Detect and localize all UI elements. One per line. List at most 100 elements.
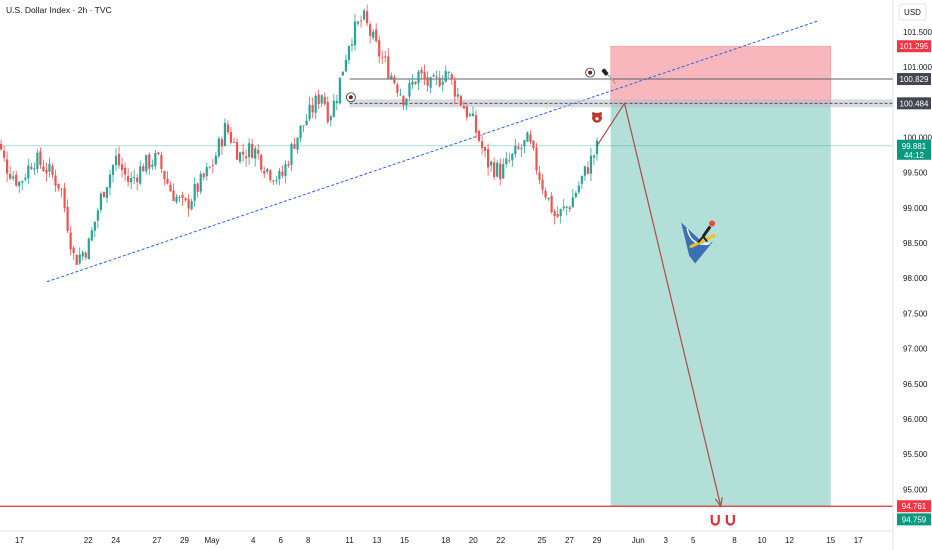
- candle-body: [450, 74, 453, 80]
- time-tick-label: 8: [732, 536, 737, 545]
- candle-body: [553, 211, 556, 217]
- candle-body: [589, 155, 593, 174]
- current-price-tag: 99.881: [902, 142, 927, 151]
- magnet-icon: [710, 515, 735, 526]
- candle-body: [474, 115, 478, 133]
- candle-body: [550, 195, 553, 213]
- candle-body: [465, 106, 469, 118]
- time-tick-label: 22: [84, 536, 93, 545]
- candle-body: [538, 172, 541, 180]
- candle-body: [493, 162, 496, 177]
- candle-body: [81, 252, 84, 257]
- candle-body: [6, 159, 9, 174]
- candle-body: [390, 75, 393, 79]
- time-tick-label: 17: [15, 536, 24, 545]
- candle-body: [580, 176, 583, 184]
- current-price-tag-bg: [897, 139, 931, 160]
- candle-body: [251, 144, 254, 158]
- candle-body: [108, 174, 112, 188]
- bear-ear: [598, 112, 603, 116]
- candle-body: [33, 168, 36, 170]
- candle-body: [105, 187, 109, 198]
- price-tick-label: 95.500: [903, 450, 928, 459]
- time-tick-label: 27: [153, 536, 162, 545]
- candle-body: [18, 181, 21, 187]
- candle-body: [335, 101, 338, 104]
- candle-body: [36, 152, 39, 170]
- time-tick-label: 3: [664, 536, 669, 545]
- stop-loss-zone[interactable]: [610, 45, 832, 104]
- candle-body: [378, 40, 381, 57]
- candle-body: [208, 166, 211, 168]
- price-tick-label: 97.000: [903, 345, 928, 354]
- candle-body: [241, 151, 245, 155]
- candle-body: [187, 199, 190, 209]
- candle-body: [60, 188, 63, 190]
- candle-body: [523, 140, 526, 147]
- candle-body: [438, 77, 441, 87]
- candle-body: [160, 154, 163, 169]
- candle-body: [311, 105, 314, 113]
- surfer-body: [701, 225, 712, 238]
- candle-body: [217, 138, 220, 157]
- time-tick-label: 8: [306, 536, 311, 545]
- candle-body: [27, 165, 30, 179]
- candle-body: [245, 156, 248, 159]
- candle-body: [63, 187, 66, 209]
- candle-body: [426, 77, 429, 86]
- candle-body: [541, 179, 544, 190]
- time-tick-label: May: [204, 536, 219, 545]
- candle-body: [266, 168, 269, 172]
- resistance-price-tag-bg: [897, 73, 931, 86]
- candle-body: [281, 171, 284, 176]
- candle-body: [320, 95, 323, 104]
- candle-body: [229, 131, 233, 143]
- candle-body: [526, 132, 529, 142]
- target-green-tag: 94.759: [902, 515, 927, 524]
- candle-body: [595, 140, 599, 155]
- candle-body: [592, 155, 596, 158]
- candle-body: [193, 183, 196, 201]
- time-axis[interactable]: 17 22 24 27 29 May 4 6 8 11 13 15 18 20 22 25 27 29 Jun 3 5 8…: [15, 536, 863, 545]
- knife-icon: [601, 68, 616, 85]
- price-axis[interactable]: 101.500 101.000 100.000 99.500 99.000 98.500 9…: [903, 28, 932, 495]
- price-tick-label: 101.000: [903, 63, 932, 72]
- currency-button[interactable]: [898, 3, 927, 21]
- candle-body: [296, 137, 299, 150]
- forecast-arrow[interactable]: [596, 101, 723, 508]
- candle-body: [562, 206, 565, 209]
- candle-body: [199, 173, 202, 192]
- candle-body: [544, 190, 547, 198]
- candle-body: [520, 148, 523, 150]
- eye-pupil: [348, 95, 353, 100]
- candle-body: [496, 162, 499, 177]
- candle-body: [12, 176, 15, 179]
- time-tick-label: 25: [538, 536, 547, 545]
- candle-body: [102, 192, 106, 198]
- candle-body: [117, 153, 121, 166]
- price-tick-label: 97.500: [903, 309, 928, 318]
- candle-body: [411, 81, 414, 85]
- ascending-trendline[interactable]: [46, 20, 818, 283]
- candle-body: [127, 176, 130, 182]
- candle-body: [441, 81, 444, 85]
- candle-body: [347, 46, 351, 60]
- candle-body: [586, 167, 590, 174]
- take-profit-zone[interactable]: [610, 103, 831, 507]
- price-tick-label: 98.000: [903, 274, 928, 283]
- candle-body: [133, 177, 136, 179]
- candle-body: [151, 164, 154, 167]
- candle-body: [432, 75, 435, 77]
- candle-body: [414, 81, 417, 84]
- candle-body: [514, 145, 517, 155]
- candle-body: [362, 10, 366, 20]
- currency-label: USD: [904, 8, 921, 17]
- candle-body: [211, 164, 214, 166]
- candle-body: [157, 152, 160, 154]
- candle-body: [393, 76, 396, 84]
- candle-body: [462, 106, 465, 109]
- candle-body: [166, 178, 169, 184]
- candle-body: [24, 177, 27, 180]
- candle-body: [148, 154, 151, 169]
